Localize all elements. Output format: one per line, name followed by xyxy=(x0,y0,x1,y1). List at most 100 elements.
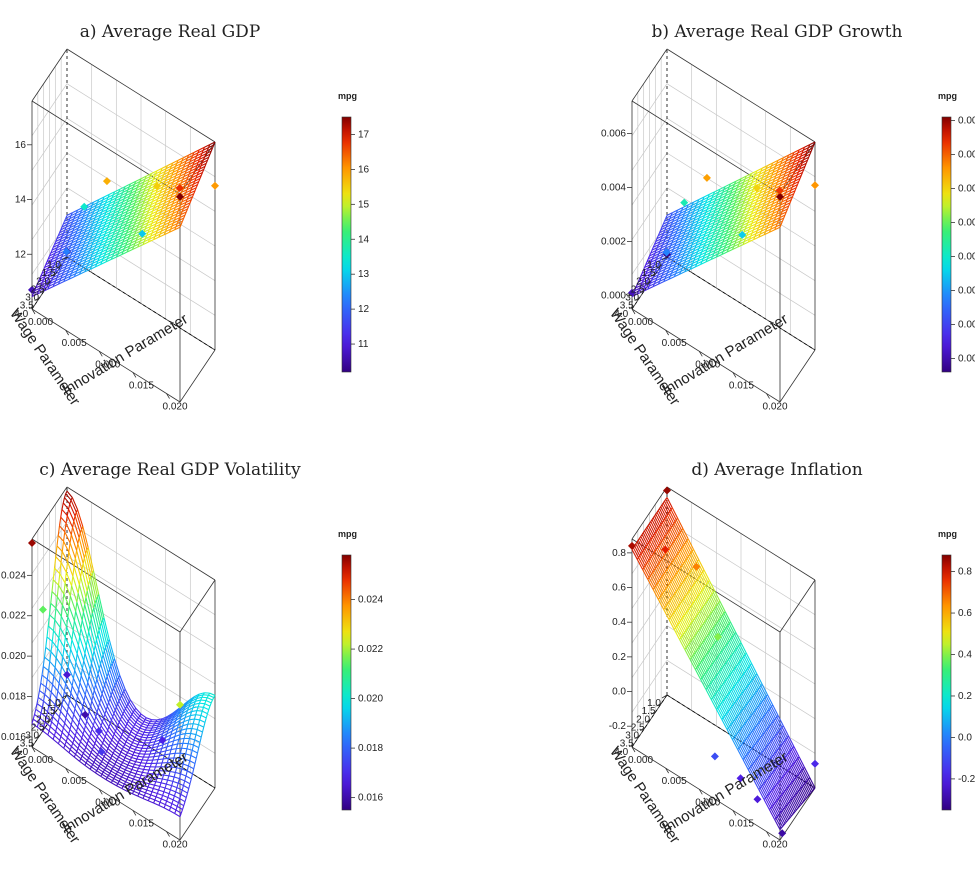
wage-tick-label: 2.0 xyxy=(36,714,50,725)
box-edge xyxy=(179,787,216,841)
innovation-tick-label: 0.000 xyxy=(28,755,53,766)
z-tick-label: 0.000 xyxy=(601,290,626,301)
wage-tick-label: 2.5 xyxy=(631,722,645,733)
data-point xyxy=(753,795,762,804)
wage-tick-label: 1.5 xyxy=(42,268,56,279)
wage-tick-label: 3.5 xyxy=(20,301,34,312)
colorbar-title: mpg xyxy=(938,91,957,101)
z-axis-ticks: 0.000 0.002 0.004 0.006 xyxy=(601,128,632,301)
wage-axis-ticks: 1.01.52.02.53.03.54.0 xyxy=(614,256,668,320)
data-point xyxy=(738,230,747,239)
z-tick-label: 0.4 xyxy=(612,617,626,628)
colorbar-tick-label: 0.002 xyxy=(958,285,975,296)
surface-mesh xyxy=(631,497,816,830)
data-point xyxy=(778,829,787,838)
innovation-tick-label: 0.000 xyxy=(28,317,53,328)
box-edge xyxy=(179,349,216,403)
wage-axis-ticks: 1.01.52.02.53.03.54.0 xyxy=(14,694,68,758)
wage-tick-label: 4.0 xyxy=(614,747,628,758)
innovation-tick-label: 0.000 xyxy=(628,755,653,766)
colorbar-tick-label: 17 xyxy=(358,129,370,140)
data-point xyxy=(28,285,36,294)
innovation-tick-label: 0.000 xyxy=(628,317,653,328)
z-tick-label: 12 xyxy=(15,249,27,260)
wage-tick-label: 3.0 xyxy=(625,731,639,742)
innovation-tick-label: 0.020 xyxy=(763,402,788,413)
colorbar-tick-label: 0.004 xyxy=(958,217,975,228)
box-edge xyxy=(666,256,816,351)
z-tick-label: 0.024 xyxy=(1,570,26,581)
colorbar-tick-label: 0.022 xyxy=(358,644,383,655)
box-edge xyxy=(631,256,668,310)
z-tick-label: 0.016 xyxy=(1,732,26,743)
colorbar-tick-label: 0.006 xyxy=(958,149,975,160)
chart-a: 1214161.01.52.02.53.03.54.00.0000.0050.0… xyxy=(6,48,370,413)
box-edge xyxy=(631,308,781,403)
box-edge xyxy=(31,308,181,403)
innovation-tick-label: 0.020 xyxy=(163,402,188,413)
wage-tick-label: 1.5 xyxy=(642,706,656,717)
data-point xyxy=(713,632,722,641)
colorbar: mpg 0.016 0.018 0.020 0.022 0.024 xyxy=(338,529,383,811)
data-point xyxy=(702,173,711,182)
colorbar-title: mpg xyxy=(338,91,357,101)
wage-tick-label: 3.0 xyxy=(25,293,39,304)
innovation-tick-label: 0.020 xyxy=(163,840,188,851)
wage-tick-label: 3.0 xyxy=(25,731,39,742)
colorbar-tick-label: 0.6 xyxy=(958,608,972,619)
innovation-tick-label: 0.015 xyxy=(729,380,754,391)
data-point xyxy=(680,198,689,207)
wage-tick-label: 3.0 xyxy=(625,293,639,304)
z-tick-label: 16 xyxy=(15,140,27,151)
data-point xyxy=(138,229,147,238)
wage-tick-label: 4.0 xyxy=(614,309,628,320)
data-point xyxy=(158,736,167,745)
colorbar-tick-label: 15 xyxy=(358,199,370,210)
box-edge xyxy=(31,694,68,748)
colorbar-title: mpg xyxy=(338,529,357,539)
innovation-tick-label: 0.010 xyxy=(695,359,720,370)
box-edge xyxy=(666,486,816,581)
colorbar-tick-label: 12 xyxy=(358,304,370,315)
wage-tick-label: 2.5 xyxy=(31,722,45,733)
colorbar-tick-label: 0.000 xyxy=(958,353,975,364)
box-edge xyxy=(779,349,816,403)
z-tick-label: -0.2 xyxy=(609,721,627,732)
colorbar-tick-label: 13 xyxy=(358,269,370,280)
box-edge xyxy=(779,787,816,841)
innovation-tick-label: 0.015 xyxy=(729,818,754,829)
wage-tick-label: 1.0 xyxy=(47,698,61,709)
box-edge xyxy=(66,486,216,581)
innovation-tick-label: 0.005 xyxy=(62,338,87,349)
z-tick-label: 0.006 xyxy=(601,128,626,139)
innovation-tick-label: 0.020 xyxy=(763,840,788,851)
box-edge xyxy=(31,538,181,633)
box-edge xyxy=(631,694,668,748)
z-tick-label: 0.018 xyxy=(1,692,26,703)
innovation-axis-ticks: 0.000 0.005 0.010 0.015 0.020 xyxy=(28,308,188,413)
wage-axis-ticks: 1.01.52.02.53.03.54.0 xyxy=(14,256,68,320)
innovation-tick-label: 0.010 xyxy=(95,797,120,808)
wage-tick-label: 1.0 xyxy=(647,698,661,709)
box-edge xyxy=(631,746,781,841)
wage-tick-label: 2.5 xyxy=(631,284,645,295)
z-tick-label: 0.002 xyxy=(601,236,626,247)
data-point xyxy=(176,700,184,709)
box-edge xyxy=(779,579,816,633)
innovation-axis-ticks: 0.000 0.005 0.010 0.015 0.020 xyxy=(628,746,788,851)
colorbar: mpg -0.2 0.0 0.2 0.4 0.6 0.8 xyxy=(938,529,975,811)
wage-tick-label: 1.5 xyxy=(42,706,56,717)
wage-axis-ticks: 1.01.52.02.53.03.54.0 xyxy=(614,694,668,758)
innovation-tick-label: 0.015 xyxy=(129,818,154,829)
grid-lines xyxy=(631,495,816,773)
chart-d: -0.2 0.0 0.2 0.4 0.6 0.8 1.01.52.02.53.03.54.0… xyxy=(606,486,975,851)
colorbar-tick-label: 0.001 xyxy=(958,319,975,330)
data-point xyxy=(692,562,701,571)
innovation-axis-ticks: 0.000 0.005 0.010 0.015 0.020 xyxy=(628,308,788,413)
z-axis-ticks: -0.2 0.0 0.2 0.4 0.6 0.8 xyxy=(609,548,632,732)
colorbar-tick-label: 0.005 xyxy=(958,183,975,194)
box-edge xyxy=(31,746,181,841)
data-point xyxy=(811,759,819,768)
z-tick-label: 0.004 xyxy=(601,182,626,193)
colorbar-tick-label: 0.007 xyxy=(958,115,975,126)
